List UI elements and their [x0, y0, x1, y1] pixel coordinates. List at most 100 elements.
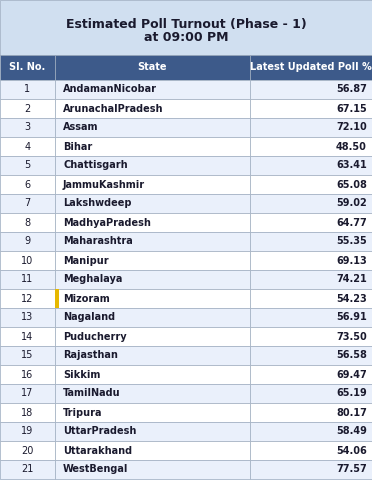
Text: 63.41: 63.41: [336, 160, 367, 170]
Bar: [0, 213, 55, 232]
Text: MadhyaPradesh: MadhyaPradesh: [63, 217, 151, 228]
Text: Assam: Assam: [63, 122, 99, 132]
Bar: [55, 194, 250, 213]
Bar: [250, 251, 372, 270]
Bar: [0, 175, 55, 194]
Bar: [0, 0, 372, 55]
Text: Nagaland: Nagaland: [63, 312, 115, 323]
Bar: [250, 441, 372, 460]
Bar: [0, 156, 55, 175]
Text: 64.77: 64.77: [336, 217, 367, 228]
Bar: [250, 156, 372, 175]
Text: 65.08: 65.08: [336, 180, 367, 190]
Text: 5: 5: [25, 160, 31, 170]
Bar: [250, 460, 372, 479]
Bar: [0, 327, 55, 346]
Text: ArunachalPradesh: ArunachalPradesh: [63, 104, 164, 113]
Text: 15: 15: [21, 350, 34, 360]
Text: JammuKashmir: JammuKashmir: [63, 180, 145, 190]
Bar: [250, 80, 372, 99]
Text: 11: 11: [21, 275, 33, 285]
Text: WestBengal: WestBengal: [63, 465, 128, 475]
Text: at 09:00 PM: at 09:00 PM: [144, 31, 228, 44]
Text: Chattisgarh: Chattisgarh: [63, 160, 128, 170]
Bar: [55, 137, 250, 156]
Bar: [0, 251, 55, 270]
Bar: [55, 213, 250, 232]
Bar: [250, 232, 372, 251]
Bar: [0, 99, 55, 118]
Text: Manipur: Manipur: [63, 255, 109, 265]
Bar: [0, 422, 55, 441]
Text: 8: 8: [25, 217, 31, 228]
Text: 10: 10: [21, 255, 33, 265]
Bar: [250, 99, 372, 118]
Text: 6: 6: [25, 180, 31, 190]
Text: 14: 14: [21, 332, 33, 341]
Text: 54.23: 54.23: [336, 293, 367, 303]
Bar: [55, 175, 250, 194]
Text: Mizoram: Mizoram: [63, 293, 110, 303]
Text: 17: 17: [21, 388, 34, 398]
Text: Uttarakhand: Uttarakhand: [63, 445, 132, 456]
Text: UttarPradesh: UttarPradesh: [63, 427, 137, 436]
Text: 7: 7: [25, 199, 31, 208]
Bar: [250, 118, 372, 137]
Bar: [0, 289, 55, 308]
Text: State: State: [138, 62, 167, 72]
Text: 21: 21: [21, 465, 34, 475]
Bar: [55, 384, 250, 403]
Text: 73.50: 73.50: [336, 332, 367, 341]
Text: Rajasthan: Rajasthan: [63, 350, 118, 360]
Bar: [55, 289, 59, 308]
Bar: [55, 99, 250, 118]
Bar: [250, 384, 372, 403]
Text: 69.13: 69.13: [336, 255, 367, 265]
Text: 20: 20: [21, 445, 34, 456]
Text: 58.49: 58.49: [336, 427, 367, 436]
Bar: [250, 55, 372, 80]
Bar: [0, 384, 55, 403]
Bar: [55, 346, 250, 365]
Bar: [55, 441, 250, 460]
Text: 54.06: 54.06: [336, 445, 367, 456]
Bar: [0, 441, 55, 460]
Text: AndamanNicobar: AndamanNicobar: [63, 84, 157, 95]
Text: 13: 13: [21, 312, 33, 323]
Text: Meghalaya: Meghalaya: [63, 275, 122, 285]
Bar: [250, 365, 372, 384]
Bar: [0, 460, 55, 479]
Bar: [0, 55, 55, 80]
Text: Lakshwdeep: Lakshwdeep: [63, 199, 131, 208]
Bar: [0, 80, 55, 99]
Bar: [55, 327, 250, 346]
Text: 1: 1: [25, 84, 31, 95]
Bar: [55, 289, 250, 308]
Bar: [250, 327, 372, 346]
Text: Maharashtra: Maharashtra: [63, 237, 133, 247]
Text: 65.19: 65.19: [336, 388, 367, 398]
Bar: [55, 156, 250, 175]
Text: 48.50: 48.50: [336, 142, 367, 152]
Bar: [0, 308, 55, 327]
Text: 19: 19: [21, 427, 33, 436]
Bar: [55, 365, 250, 384]
Bar: [55, 460, 250, 479]
Text: 56.91: 56.91: [336, 312, 367, 323]
Text: Sikkim: Sikkim: [63, 370, 100, 380]
Bar: [250, 194, 372, 213]
Text: 80.17: 80.17: [336, 408, 367, 418]
Text: 56.58: 56.58: [336, 350, 367, 360]
Bar: [55, 80, 250, 99]
Text: Latest Updated Poll %: Latest Updated Poll %: [250, 62, 372, 72]
Bar: [250, 270, 372, 289]
Bar: [0, 137, 55, 156]
Bar: [55, 251, 250, 270]
Text: 3: 3: [25, 122, 31, 132]
Text: 77.57: 77.57: [336, 465, 367, 475]
Text: Puducherry: Puducherry: [63, 332, 126, 341]
Bar: [250, 213, 372, 232]
Bar: [55, 232, 250, 251]
Text: 55.35: 55.35: [336, 237, 367, 247]
Bar: [250, 422, 372, 441]
